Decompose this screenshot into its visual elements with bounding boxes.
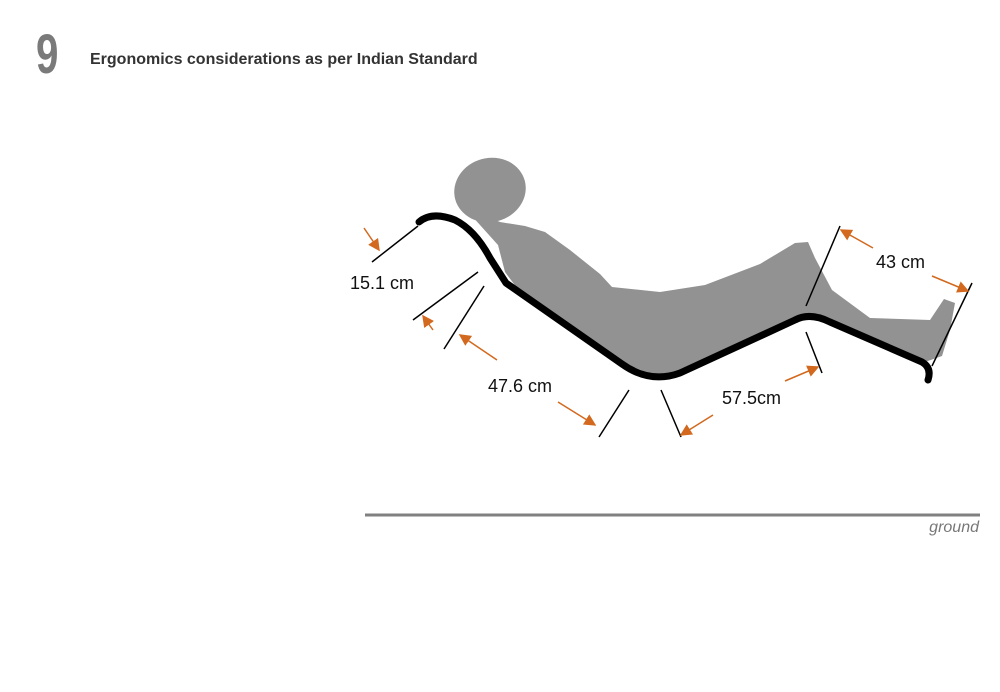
dimension-label-legrest: 43 cm <box>876 252 925 272</box>
human-silhouette <box>454 157 955 377</box>
section-number: 9 <box>36 22 59 85</box>
dimension-label-seat: 57.5cm <box>722 388 781 408</box>
dimension-label-headrest: 15.1 cm <box>350 273 414 293</box>
dimension-lines <box>371 225 973 438</box>
dimension-label-backrest: 47.6 cm <box>488 376 552 396</box>
page-title: Ergonomics considerations as per Indian … <box>90 51 478 68</box>
ground-label: ground <box>929 519 980 536</box>
dimension-arrows <box>363 227 970 436</box>
chair-frame <box>415 212 933 384</box>
